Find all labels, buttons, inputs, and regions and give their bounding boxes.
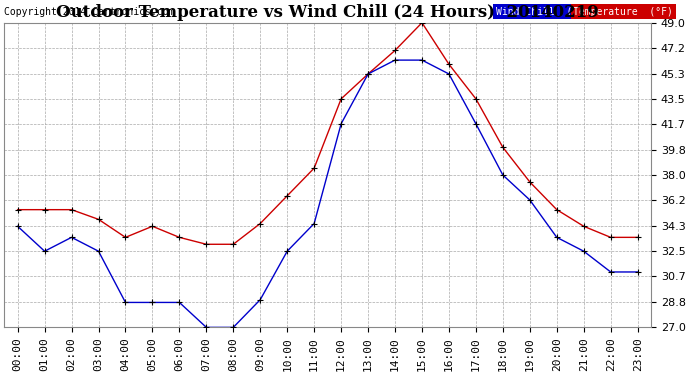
Title: Outdoor Temperature vs Wind Chill (24 Hours)  20140219: Outdoor Temperature vs Wind Chill (24 Ho…	[57, 4, 599, 21]
Text: Copyright 2014 Cartronics.com: Copyright 2014 Cartronics.com	[4, 7, 175, 16]
Text: Temperature  (°F): Temperature (°F)	[573, 7, 673, 16]
Text: Wind Chill  (°F): Wind Chill (°F)	[496, 7, 590, 16]
